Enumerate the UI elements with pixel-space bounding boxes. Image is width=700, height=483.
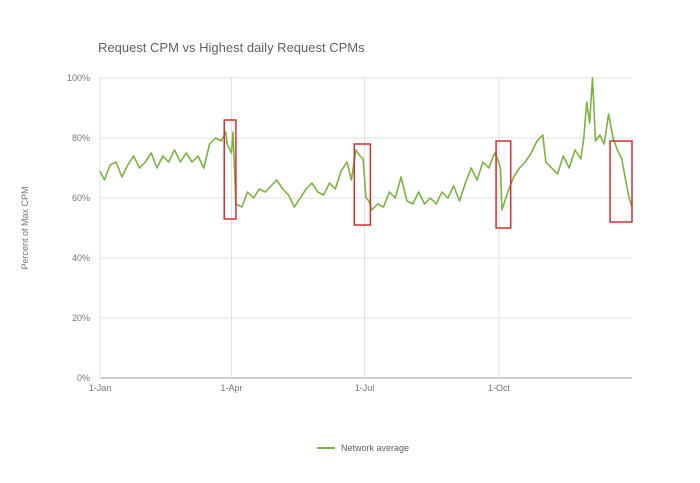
x-tick-label: 1-Jul — [355, 383, 375, 393]
highlight-box — [353, 143, 372, 226]
y-axis-title: Percent of Max CPM — [20, 186, 30, 269]
series-line-network-average — [99, 77, 633, 211]
y-tick-label: 40% — [72, 253, 90, 263]
y-tick-label: 100% — [67, 73, 90, 83]
highlight-boxes — [223, 119, 633, 229]
x-tick-label: 1-Jan — [89, 383, 112, 393]
y-tick-label: 80% — [72, 133, 90, 143]
chart-title: Request CPM vs Highest daily Request CPM… — [98, 40, 365, 55]
x-tick-label: 1-Oct — [488, 383, 511, 393]
x-tick-label: 1-Apr — [221, 383, 243, 393]
highlight-box — [495, 140, 512, 229]
y-tick-label: 20% — [72, 313, 90, 323]
series-layer — [99, 77, 633, 211]
legend-label-network-average: Network average — [341, 443, 409, 453]
legend: Network average — [317, 443, 409, 453]
y-tick-label: 60% — [72, 193, 90, 203]
grid: 0% 20% 40% 60% 80% 100% 1-Jan 1-Apr 1-Jul 1-Oct — [67, 73, 632, 393]
y-tick-label: 0% — [77, 373, 90, 383]
highlight-box — [609, 140, 633, 223]
highlight-box — [223, 119, 237, 220]
